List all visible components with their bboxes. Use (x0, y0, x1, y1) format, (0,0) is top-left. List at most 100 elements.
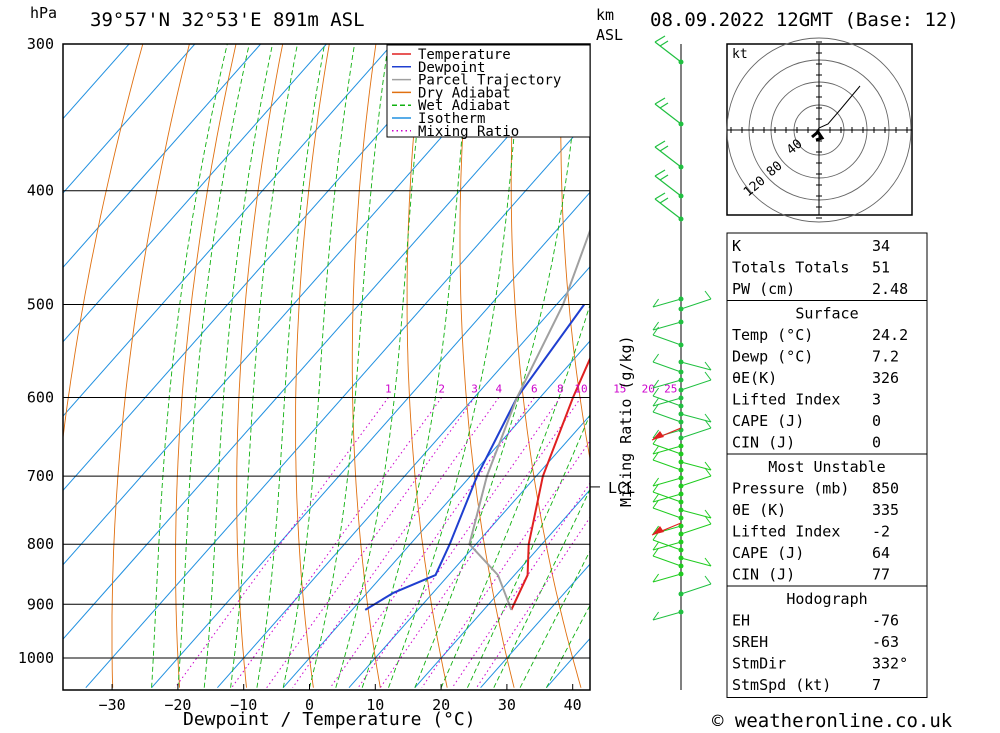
isotherm-line (63, 44, 328, 343)
pressure-tick-label: 300 (27, 35, 54, 53)
pressure-tick-label: 1000 (18, 649, 54, 667)
wind-barb-shaft (680, 361, 712, 371)
dry-adiabat-line (510, 44, 582, 688)
surface-title: Surface (795, 305, 858, 323)
wind-barb-feather (652, 499, 660, 509)
temperature-line (510, 356, 590, 611)
wind-barb-shaft (680, 475, 712, 487)
most-unstable-title: Most Unstable (768, 458, 885, 476)
isotherm-line (63, 44, 196, 194)
isotherm-line (63, 44, 262, 269)
wind-barb-red (651, 427, 682, 441)
most-unstable-row-label: CAPE (J) (732, 544, 804, 562)
indices-row-value: 2.48 (872, 280, 908, 298)
hodograph-stats-row-label: StmDir (732, 655, 786, 673)
wind-barb-feather (704, 557, 712, 567)
legend-label: Dry Adiabat (418, 85, 511, 101)
wet-adiabat-line (256, 44, 326, 688)
wind-barb (654, 97, 684, 127)
wind-barb-feather (704, 461, 712, 471)
wind-barb (654, 169, 684, 199)
datetime-title: 08.09.2022 12GMT (Base: 12) (650, 9, 959, 31)
mixing-ratio-tick-label: 1 (385, 382, 392, 395)
dry-adiabat-line (406, 44, 448, 688)
hodograph-stats-row-label: StmSpd (kt) (732, 676, 831, 694)
wind-barb (652, 539, 684, 551)
location-title: 39°57'N 32°53'E 891m ASL (90, 9, 365, 31)
wind-barb (652, 326, 684, 348)
wind-barb-shaft (652, 539, 682, 551)
wind-barb-feather (659, 40, 669, 47)
wind-barb (652, 547, 684, 569)
lcl-label: LCL (608, 479, 635, 497)
wind-barb-feather (652, 429, 660, 439)
wind-barb (678, 459, 712, 471)
wind-barb (654, 140, 684, 170)
hodograph-stats-row-label: EH (732, 612, 750, 630)
asl-label: ASL (596, 26, 624, 44)
wind-barb-shaft (654, 175, 682, 197)
surface-row-label: CIN (J) (732, 434, 795, 452)
wind-barb-shaft (652, 459, 682, 471)
plot-frame (62, 43, 591, 691)
indices-row-value: 51 (872, 259, 890, 277)
grid-layer (63, 44, 590, 689)
wind-barb-feather (704, 413, 712, 423)
wind-barb-feather (652, 298, 660, 308)
x-axis-label: Dewpoint / Temperature (°C) (183, 709, 476, 730)
most-unstable-row-label: Lifted Index (732, 523, 840, 541)
wind-barb-feather (659, 145, 669, 152)
wet-adiabat-line (335, 44, 428, 688)
most-unstable-row-label: Pressure (mb) (732, 480, 849, 498)
wind-barb-shaft (654, 41, 682, 63)
wind-barb-shaft (652, 573, 682, 583)
wind-barb-feather (652, 611, 660, 621)
surface-row-value: 3 (872, 391, 881, 409)
hodograph-stats-box (726, 585, 928, 698)
wind-barb-feather (659, 102, 669, 109)
wind-barb-pennant (652, 526, 664, 535)
wind-barb-feather (652, 379, 660, 389)
mixing-ratio-tick-label: 25 (664, 382, 677, 395)
mixing-ratio-tick-label: 6 (531, 382, 538, 395)
axes-layer: 1 2 3 4 6 8 10 15 20 253004005006007008009001000−… (18, 35, 678, 714)
wind-barb-feather (704, 371, 712, 381)
mixing-ratio-axis-label: Mixing Ratio (g/kg) (617, 335, 635, 507)
wind-barb-feather (652, 353, 660, 363)
wind-barb (652, 609, 684, 621)
wind-barb-feather (652, 326, 660, 336)
wind-barb-shaft (680, 379, 712, 391)
hodograph-trace-low (811, 129, 825, 142)
isotherm-line (348, 414, 590, 689)
indices-row-value: 34 (872, 237, 890, 255)
mixing-ratio-line (292, 397, 500, 688)
legend-label: Temperature (418, 47, 511, 63)
pressure-tick-label: 400 (27, 182, 54, 200)
wind-barb-shaft (652, 379, 682, 389)
wind-barb-shaft (652, 395, 682, 407)
hodograph-trace (812, 85, 861, 138)
wind-barb-red (651, 522, 682, 536)
mixing-ratio-line (357, 397, 561, 688)
mixing-ratio-tick-label: 20 (642, 382, 655, 395)
copyright-link[interactable]: © weatheronline.co.uk (712, 710, 953, 732)
wind-barb-feather (704, 361, 712, 371)
wind-barb-shaft (652, 491, 682, 503)
wind-barb-shaft (680, 583, 712, 595)
wind-barb-feather (654, 35, 666, 43)
mixing-ratio-tick-label: 3 (471, 382, 478, 395)
wind-barb-feather (704, 515, 712, 525)
dry-adiabat-line (175, 44, 237, 688)
wind-barb-feather (704, 575, 712, 585)
wind-barb-feather (704, 509, 712, 519)
pressure-tick-label: 700 (27, 467, 54, 485)
hodograph-unit-label: kt (732, 47, 748, 62)
wind-barb-feather (654, 192, 666, 200)
temperature-tick-label: 20 (432, 696, 450, 714)
mixing-ratio-tick-label: 8 (557, 382, 564, 395)
wind-barb (652, 491, 684, 503)
pressure-tick-label: 900 (27, 595, 54, 613)
hodograph-stats-row-value: 332° (872, 655, 908, 673)
mixing-ratio-line (266, 397, 476, 688)
